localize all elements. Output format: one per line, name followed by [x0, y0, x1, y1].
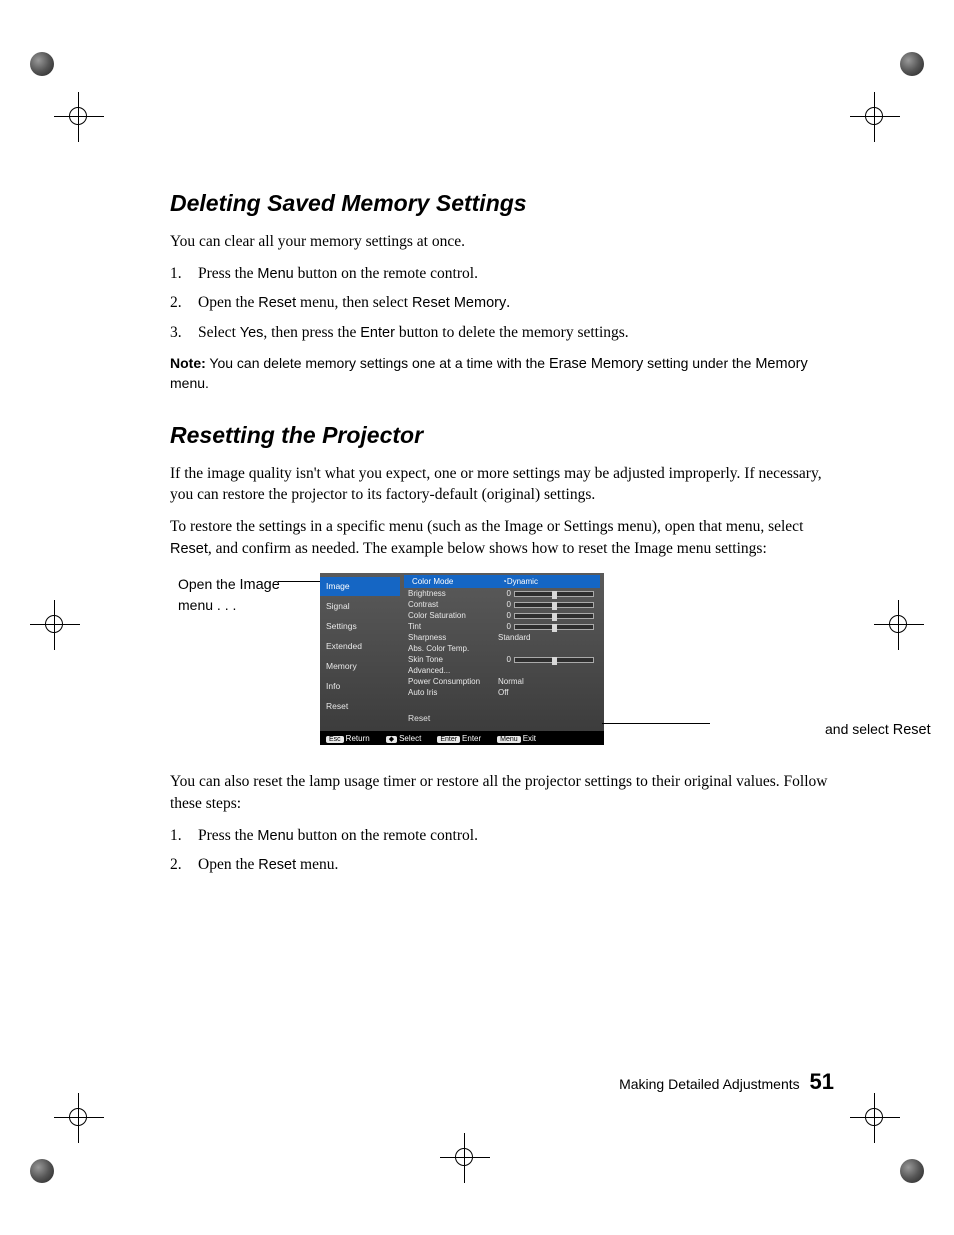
callout-line	[602, 723, 710, 724]
intro-text: You can clear all your memory settings a…	[170, 231, 835, 253]
chapter-title: Making Detailed Adjustments	[619, 1076, 800, 1092]
body-text: To restore the settings in a specific me…	[170, 516, 835, 559]
osd-foot-hint: EscReturn	[326, 734, 370, 743]
osd-row[interactable]: Skin Tone0	[404, 654, 600, 665]
osd-row[interactable]: Contrast0	[404, 599, 600, 610]
step-item: Open the Reset menu, then select Reset M…	[170, 292, 835, 314]
osd-row[interactable]: Power ConsumptionNormal	[404, 676, 600, 687]
osd-foot-hint: MenuExit	[497, 734, 536, 743]
heading-deleting-memory: Deleting Saved Memory Settings	[170, 190, 835, 217]
osd-main-panel: Color Mode◔DynamicBrightness0Contrast0Co…	[404, 575, 600, 698]
callout-select-reset: and select Reset	[825, 721, 954, 738]
body-text: If the image quality isn't what you expe…	[170, 463, 835, 506]
osd-reset-item[interactable]: Reset	[408, 713, 430, 723]
step-item: Select Yes, then press the Enter button …	[170, 322, 835, 344]
callout-line	[278, 581, 320, 582]
osd-side-memory[interactable]: Memory	[320, 657, 400, 676]
osd-row[interactable]: Color Mode◔Dynamic	[404, 575, 600, 588]
step-item: Press the Menu button on the remote cont…	[170, 825, 835, 847]
note-block: Note: You can delete memory settings one…	[170, 354, 835, 394]
step-item: Press the Menu button on the remote cont…	[170, 263, 835, 285]
osd-row[interactable]: Advanced...	[404, 665, 600, 676]
body-text: You can also reset the lamp usage timer …	[170, 771, 835, 814]
osd-row[interactable]: Tint0	[404, 621, 600, 632]
osd-side-signal[interactable]: Signal	[320, 597, 400, 616]
osd-foot-hint: ◆Select	[386, 734, 422, 743]
osd-side-extended[interactable]: Extended	[320, 637, 400, 656]
osd-row[interactable]: Auto IrisOff	[404, 687, 600, 698]
osd-row[interactable]: Abs. Color Temp.	[404, 643, 600, 654]
osd-side-reset[interactable]: Reset	[320, 697, 400, 716]
osd-side-info[interactable]: Info	[320, 677, 400, 696]
osd-side-image[interactable]: Image	[320, 577, 400, 596]
page-number: 51	[810, 1069, 834, 1094]
osd-row[interactable]: Brightness0	[404, 588, 600, 599]
osd-foot-hint: EnterEnter	[437, 734, 481, 743]
osd-row[interactable]: SharpnessStandard	[404, 632, 600, 643]
step-item: Open the Reset menu.	[170, 854, 835, 876]
heading-resetting-projector: Resetting the Projector	[170, 422, 835, 449]
osd-screenshot: Image Signal Settings Extended Memory In…	[320, 573, 604, 745]
steps-list-1: Press the Menu button on the remote cont…	[170, 263, 835, 344]
osd-sidebar: Image Signal Settings Extended Memory In…	[320, 573, 400, 728]
steps-list-2: Press the Menu button on the remote cont…	[170, 825, 835, 876]
page-footer: Making Detailed Adjustments 51	[619, 1069, 834, 1095]
osd-figure: Open the Image menu . . . Image Signal S…	[170, 573, 835, 753]
osd-side-settings[interactable]: Settings	[320, 617, 400, 636]
page-content: Deleting Saved Memory Settings You can c…	[170, 190, 835, 886]
osd-row[interactable]: Color Saturation0	[404, 610, 600, 621]
osd-footer-bar: EscReturn ◆Select EnterEnter MenuExit	[320, 731, 604, 745]
